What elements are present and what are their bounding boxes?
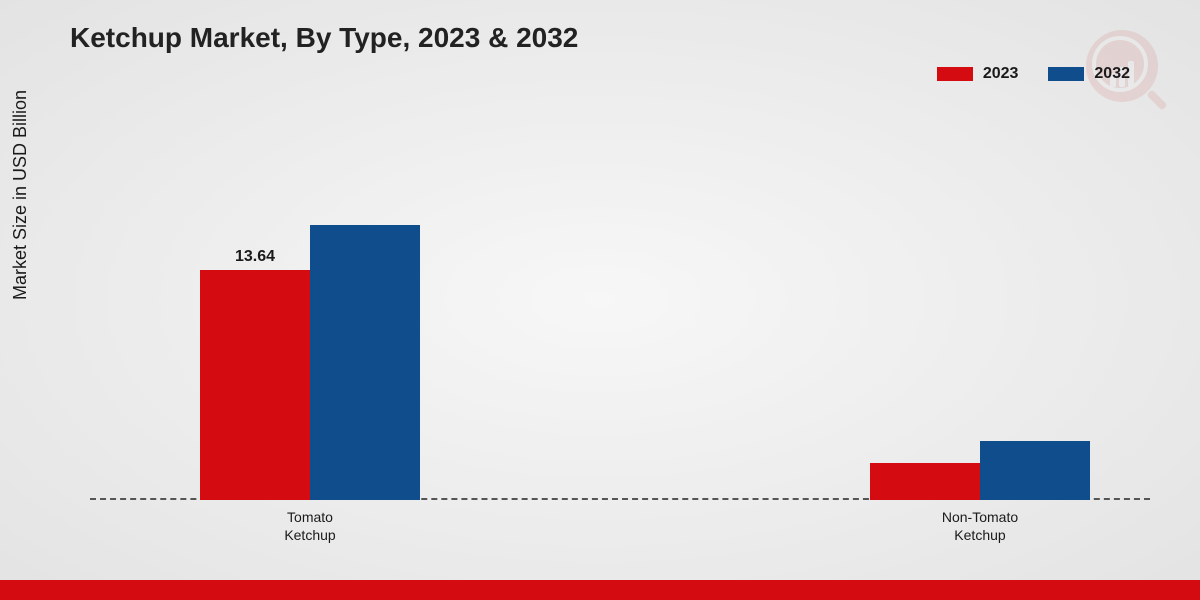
bar: [980, 441, 1090, 500]
bar: [870, 463, 980, 500]
x-axis-label: Non-Tomato Ketchup: [942, 508, 1018, 544]
chart-title: Ketchup Market, By Type, 2023 & 2032: [70, 22, 578, 54]
plot-area: 13.64Tomato Ketchup Non-Tomato Ketchup: [90, 120, 1150, 500]
legend: 2023 2032: [937, 65, 1130, 83]
bar: [310, 225, 420, 500]
legend-item-2023: 2023: [937, 65, 1019, 83]
bar-group: Non-Tomato Ketchup: [870, 441, 1090, 500]
legend-label-2023: 2023: [983, 65, 1019, 83]
bar-group: 13.64Tomato Ketchup: [200, 225, 420, 500]
y-axis-label: Market Size in USD Billion: [10, 90, 31, 300]
footer-bar: [0, 580, 1200, 600]
x-axis-label: Tomato Ketchup: [284, 508, 335, 544]
legend-swatch-2032: [1048, 67, 1084, 81]
bar-value-label: 13.64: [200, 248, 310, 266]
legend-item-2032: 2032: [1048, 65, 1130, 83]
legend-label-2032: 2032: [1094, 65, 1130, 83]
legend-swatch-2023: [937, 67, 973, 81]
bar: 13.64: [200, 270, 310, 500]
